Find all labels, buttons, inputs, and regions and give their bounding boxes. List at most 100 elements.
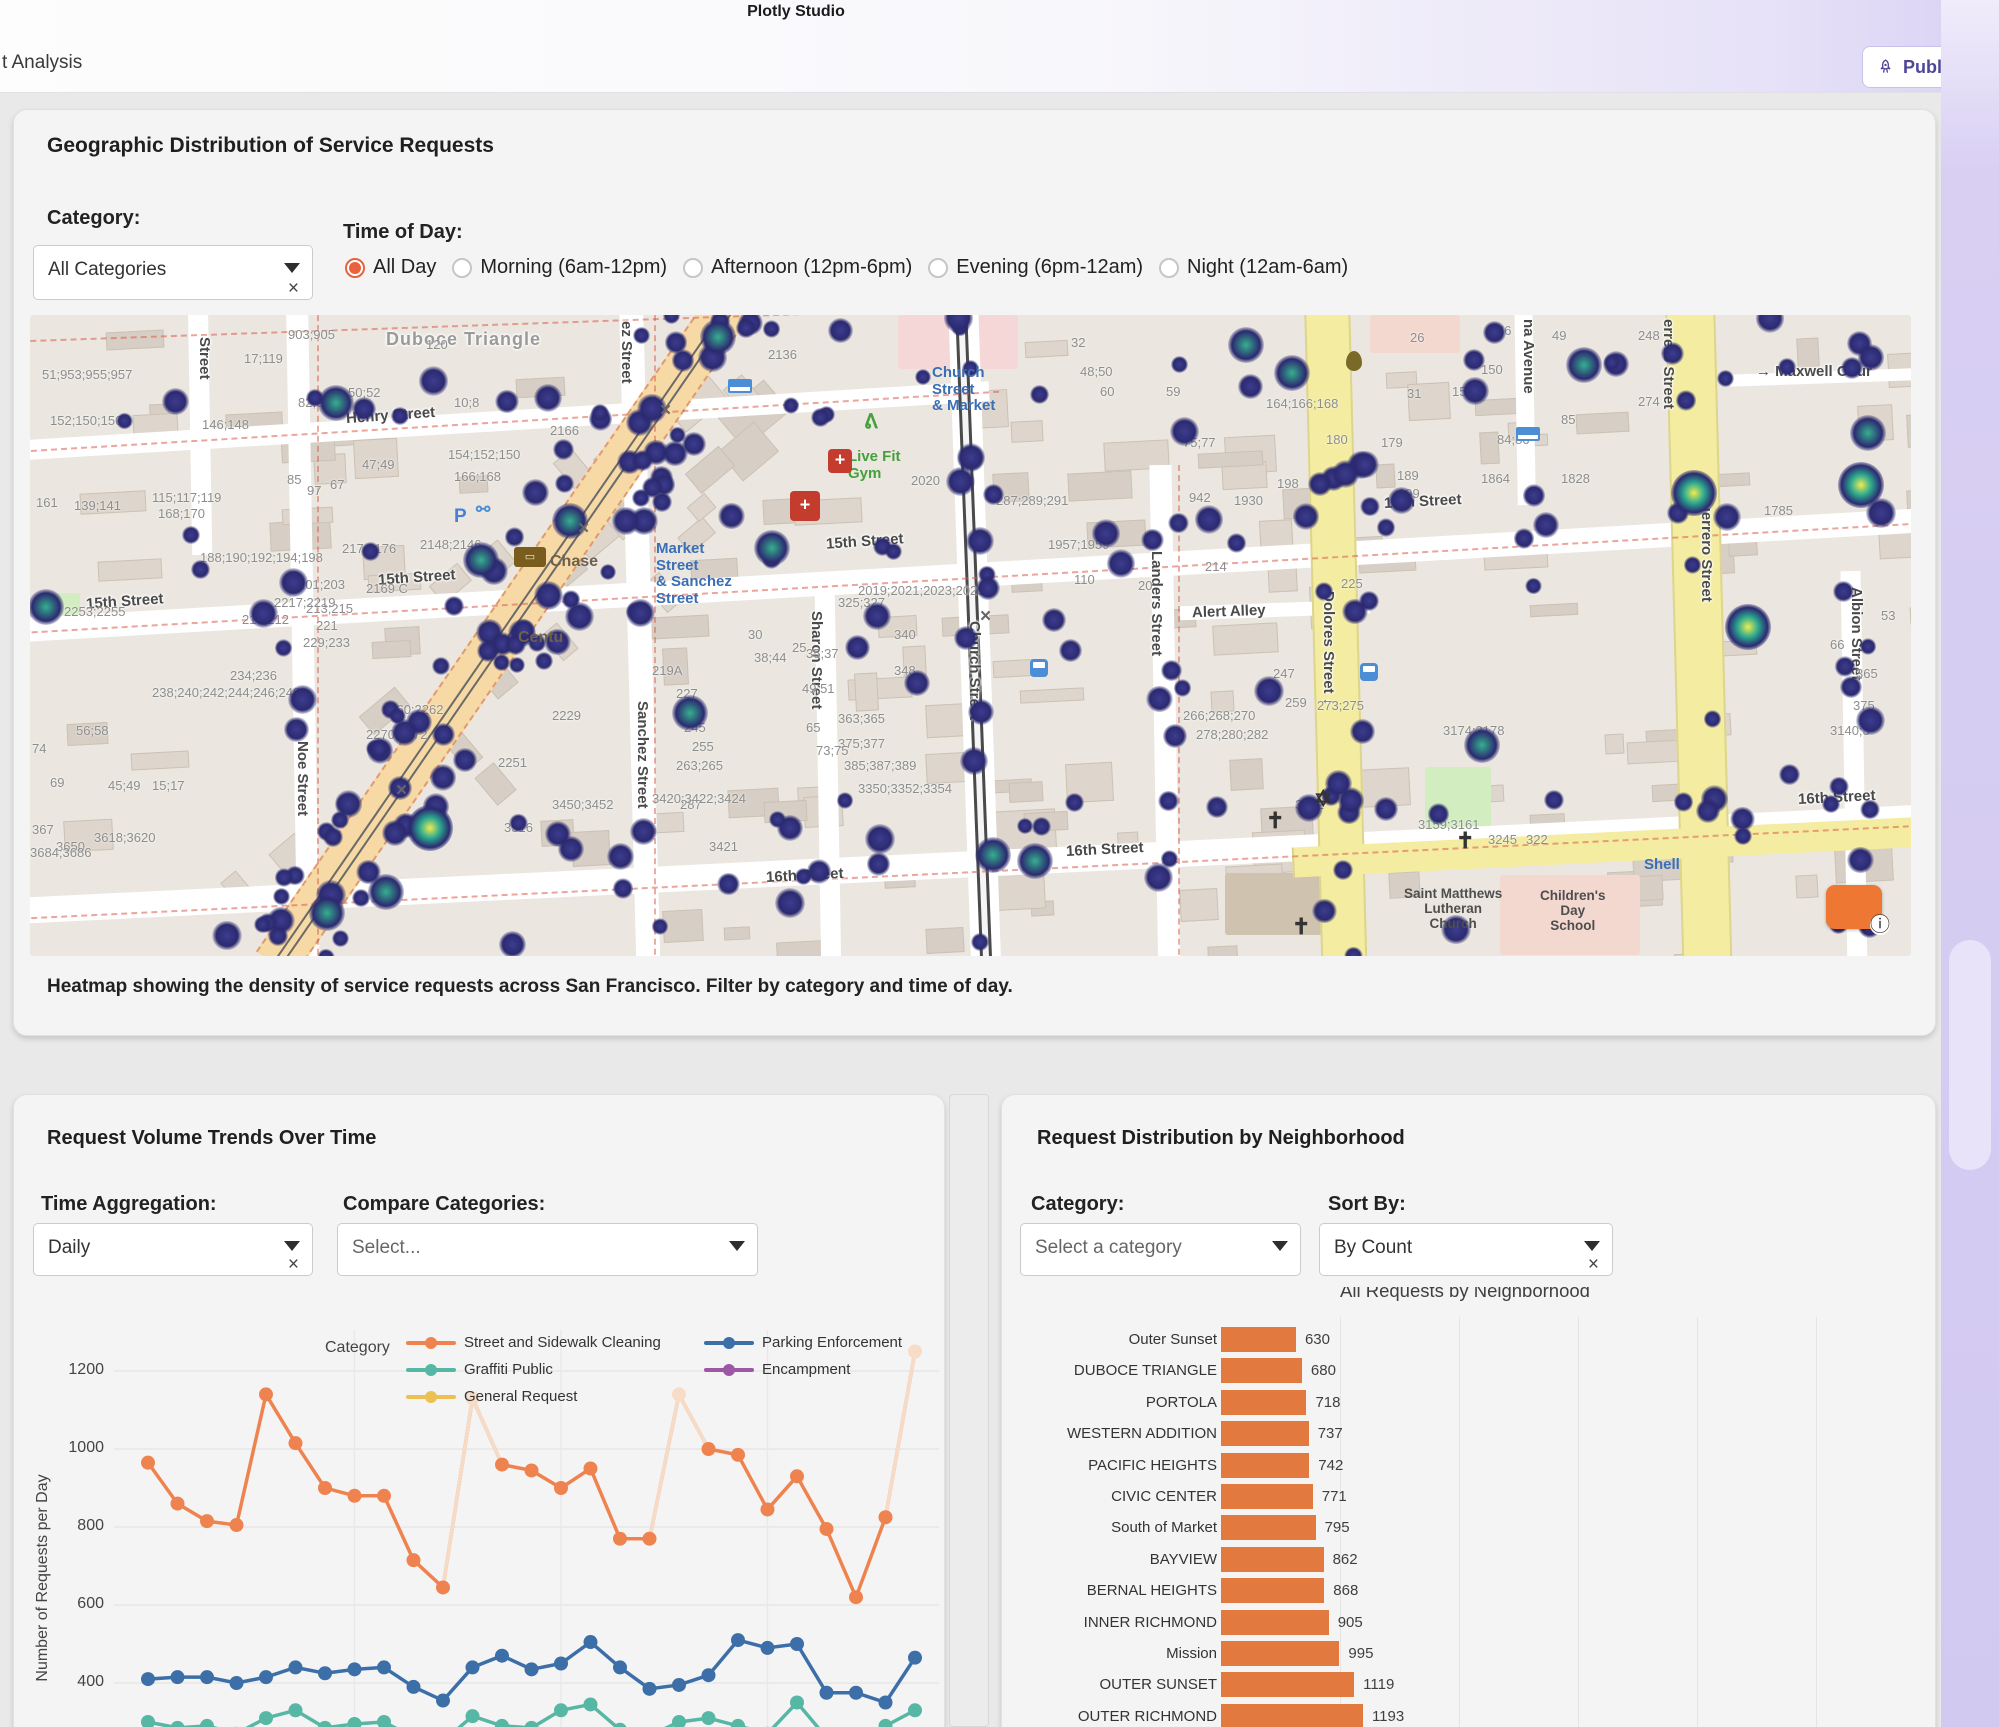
time-aggregation-dropdown[interactable]: Daily ×: [33, 1223, 313, 1276]
bar[interactable]: [1221, 1515, 1316, 1541]
data-point[interactable]: [613, 1531, 627, 1546]
data-point[interactable]: [760, 1502, 775, 1517]
time-radio-afternoon-12pm-6pm-[interactable]: Afternoon (12pm-6pm): [683, 256, 912, 279]
data-point[interactable]: [878, 1695, 893, 1710]
data-point[interactable]: [672, 1677, 686, 1692]
data-point[interactable]: [288, 1660, 303, 1675]
legend-item[interactable]: Graffiti Public: [406, 1356, 661, 1383]
data-point[interactable]: [465, 1660, 480, 1675]
data-point[interactable]: [436, 1580, 450, 1595]
data-point[interactable]: [200, 1718, 214, 1727]
data-point[interactable]: [200, 1514, 214, 1529]
data-point[interactable]: [200, 1670, 214, 1685]
data-point[interactable]: [613, 1660, 627, 1675]
data-point[interactable]: [377, 1715, 391, 1727]
data-point[interactable]: [790, 1695, 804, 1710]
service-requests-heatmap[interactable]: Duboce Triangle Henry Street 15th Street 15…: [30, 315, 1911, 956]
dropdown-arrow-icon[interactable]: [284, 1241, 300, 1251]
data-point[interactable]: [141, 1455, 155, 1470]
map-category-dropdown[interactable]: All Categories ×: [33, 245, 313, 300]
bar[interactable]: [1221, 1578, 1325, 1604]
panel-gap-scrollbar[interactable]: [949, 1094, 989, 1727]
data-point[interactable]: [318, 1666, 332, 1681]
data-point[interactable]: [170, 1670, 185, 1685]
page-scrollbar-track[interactable]: [1941, 0, 1999, 1727]
data-point[interactable]: [790, 1469, 804, 1484]
clear-icon[interactable]: ×: [287, 1254, 299, 1275]
data-point[interactable]: [819, 1521, 834, 1536]
data-point[interactable]: [141, 1715, 155, 1727]
data-point[interactable]: [170, 1720, 185, 1727]
neighborhood-bar-chart[interactable]: Outer Sunset 630 DUBOCE TRIANGLE 680 PORTOLA…: [1002, 1095, 1935, 1727]
radio-icon[interactable]: [928, 257, 949, 278]
data-point[interactable]: [495, 1718, 509, 1727]
data-point[interactable]: [701, 1668, 716, 1683]
clear-icon[interactable]: ×: [287, 278, 299, 299]
data-point[interactable]: [406, 1553, 421, 1568]
data-point[interactable]: [731, 1447, 745, 1462]
data-point[interactable]: [554, 1481, 568, 1495]
data-point[interactable]: [436, 1693, 450, 1708]
data-point[interactable]: [908, 1703, 922, 1718]
map-info-button[interactable]: [1826, 885, 1890, 935]
bar[interactable]: [1221, 1609, 1329, 1635]
data-point[interactable]: [790, 1637, 804, 1651]
data-point[interactable]: [347, 1488, 362, 1503]
data-point[interactable]: [878, 1718, 893, 1727]
data-point[interactable]: [583, 1697, 598, 1712]
sort-by-dropdown[interactable]: By Count ×: [1319, 1223, 1613, 1276]
data-point[interactable]: [524, 1662, 539, 1677]
data-point[interactable]: [495, 1457, 509, 1472]
time-radio-morning-6am-12pm-[interactable]: Morning (6am-12pm): [452, 256, 667, 279]
bar[interactable]: [1221, 1672, 1355, 1698]
data-point[interactable]: [672, 1387, 686, 1402]
page-scrollbar-thumb[interactable]: [1949, 940, 1991, 1170]
data-point[interactable]: [229, 1518, 244, 1533]
data-point[interactable]: [229, 1676, 244, 1690]
data-point[interactable]: [554, 1703, 568, 1718]
data-point[interactable]: [908, 1650, 922, 1665]
bar[interactable]: [1221, 1703, 1363, 1727]
neigh-category-dropdown[interactable]: Select a category: [1020, 1223, 1301, 1276]
data-point[interactable]: [318, 1481, 332, 1495]
data-point[interactable]: [170, 1496, 185, 1511]
trend-line-chart[interactable]: [14, 1095, 945, 1727]
data-point[interactable]: [583, 1635, 598, 1650]
data-point[interactable]: [495, 1648, 509, 1663]
legend-item[interactable]: Encampment: [704, 1356, 902, 1383]
time-radio-all-day[interactable]: All Day: [345, 256, 436, 279]
radio-icon[interactable]: [1159, 257, 1180, 278]
bar[interactable]: [1221, 1452, 1310, 1478]
data-point[interactable]: [878, 1510, 893, 1525]
data-point[interactable]: [554, 1656, 568, 1671]
bar[interactable]: [1221, 1421, 1309, 1447]
data-point[interactable]: [819, 1685, 834, 1700]
data-point[interactable]: [642, 1681, 657, 1696]
data-point[interactable]: [318, 1720, 332, 1727]
data-point[interactable]: [377, 1488, 391, 1503]
data-point[interactable]: [849, 1685, 863, 1700]
time-radio-evening-6pm-12am-[interactable]: Evening (6pm-12am): [928, 256, 1143, 279]
data-point[interactable]: [259, 1711, 273, 1726]
data-point[interactable]: [731, 1718, 745, 1727]
data-point[interactable]: [701, 1442, 716, 1456]
data-point[interactable]: [701, 1711, 716, 1726]
bar[interactable]: [1221, 1358, 1302, 1384]
data-point[interactable]: [347, 1716, 362, 1727]
data-point[interactable]: [465, 1709, 480, 1724]
bar[interactable]: [1221, 1389, 1307, 1415]
data-point[interactable]: [524, 1463, 539, 1478]
data-point[interactable]: [259, 1387, 273, 1402]
data-point[interactable]: [524, 1720, 539, 1727]
radio-icon[interactable]: [345, 257, 365, 278]
data-point[interactable]: [849, 1590, 863, 1605]
data-point[interactable]: [377, 1660, 391, 1675]
data-point[interactable]: [731, 1633, 745, 1648]
radio-icon[interactable]: [452, 257, 473, 278]
data-point[interactable]: [642, 1531, 657, 1546]
time-radio-night-12am-6am-[interactable]: Night (12am-6am): [1159, 256, 1348, 279]
bar[interactable]: [1221, 1327, 1296, 1352]
legend-item[interactable]: General Request: [406, 1383, 661, 1410]
data-point[interactable]: [288, 1436, 303, 1451]
clear-icon[interactable]: ×: [1587, 1254, 1599, 1275]
